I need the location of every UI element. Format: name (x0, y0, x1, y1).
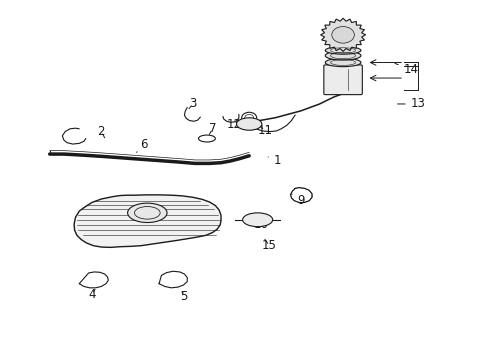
Ellipse shape (325, 46, 360, 54)
Text: 9: 9 (291, 194, 304, 207)
Text: 7: 7 (208, 122, 216, 135)
Ellipse shape (325, 58, 360, 67)
Ellipse shape (325, 51, 360, 60)
Ellipse shape (127, 203, 167, 222)
Text: 10: 10 (253, 219, 268, 231)
Polygon shape (74, 195, 221, 247)
Text: 3: 3 (188, 98, 196, 111)
Text: 8: 8 (249, 120, 256, 132)
Ellipse shape (242, 213, 272, 227)
Text: 12: 12 (226, 118, 241, 131)
Text: 5: 5 (180, 290, 187, 303)
Ellipse shape (236, 118, 262, 130)
Text: 14: 14 (394, 63, 418, 76)
Text: 1: 1 (267, 154, 281, 167)
Text: 2: 2 (98, 125, 105, 138)
Text: 11: 11 (257, 124, 272, 137)
Text: 4: 4 (88, 288, 96, 301)
Text: 15: 15 (262, 239, 276, 252)
Circle shape (331, 27, 354, 43)
Text: 6: 6 (136, 138, 147, 152)
Text: 13: 13 (397, 98, 425, 111)
FancyBboxPatch shape (323, 65, 362, 95)
Polygon shape (320, 18, 365, 51)
